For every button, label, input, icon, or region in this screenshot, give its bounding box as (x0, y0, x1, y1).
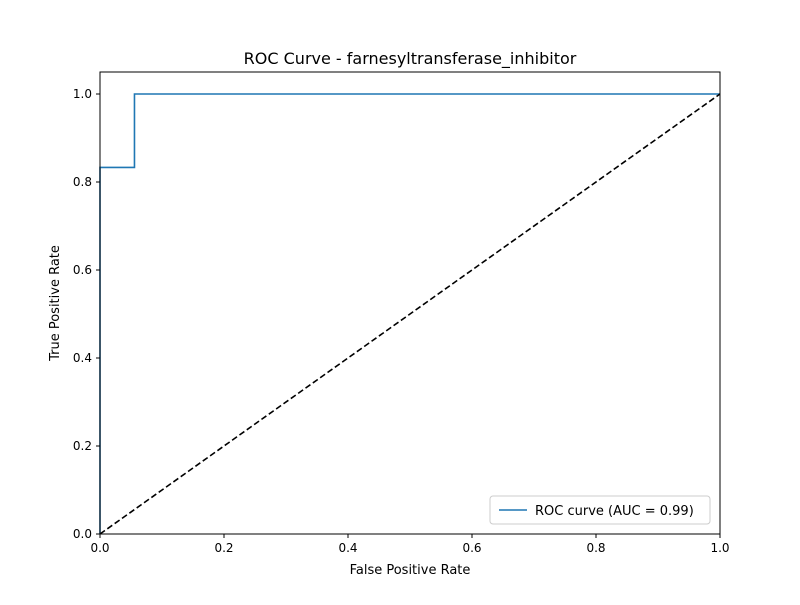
y-axis-label: True Positive Rate (48, 245, 63, 362)
legend-box (489, 495, 711, 525)
x-tick-label: 0.0 (90, 541, 109, 555)
y-tick-label: 0.4 (73, 351, 92, 365)
ticks-layer: 0.0 0.2 0.4 0.6 0.8 1.0 0.0 0.2 0.4 0.6 0.8 1.0 (73, 87, 730, 555)
x-tick-label: 0.2 (214, 541, 233, 555)
y-tick-label: 0.2 (73, 439, 92, 453)
chart-title: ROC Curve - farnesyltransferase_inhibito… (244, 49, 577, 69)
x-axis-label: False Positive Rate (350, 563, 471, 578)
x-tick-label: 0.8 (586, 541, 605, 555)
legend: ROC curve (AUC = 0.99) (489, 495, 711, 525)
y-tick-label: 1.0 (73, 87, 92, 101)
x-tick-label: 0.6 (462, 541, 481, 555)
x-tick-label: 1.0 (710, 541, 729, 555)
y-tick-label: 0.0 (73, 527, 92, 541)
y-tick-label: 0.6 (73, 263, 92, 277)
plot-frame (99, 71, 721, 535)
legend-entry-label: ROC curve (AUC = 0.99) (535, 504, 694, 519)
diagonal-reference-line (99, 93, 721, 535)
x-tick-label: 0.4 (338, 541, 357, 555)
y-tick-label: 0.8 (73, 175, 92, 189)
series-layer (99, 93, 721, 535)
